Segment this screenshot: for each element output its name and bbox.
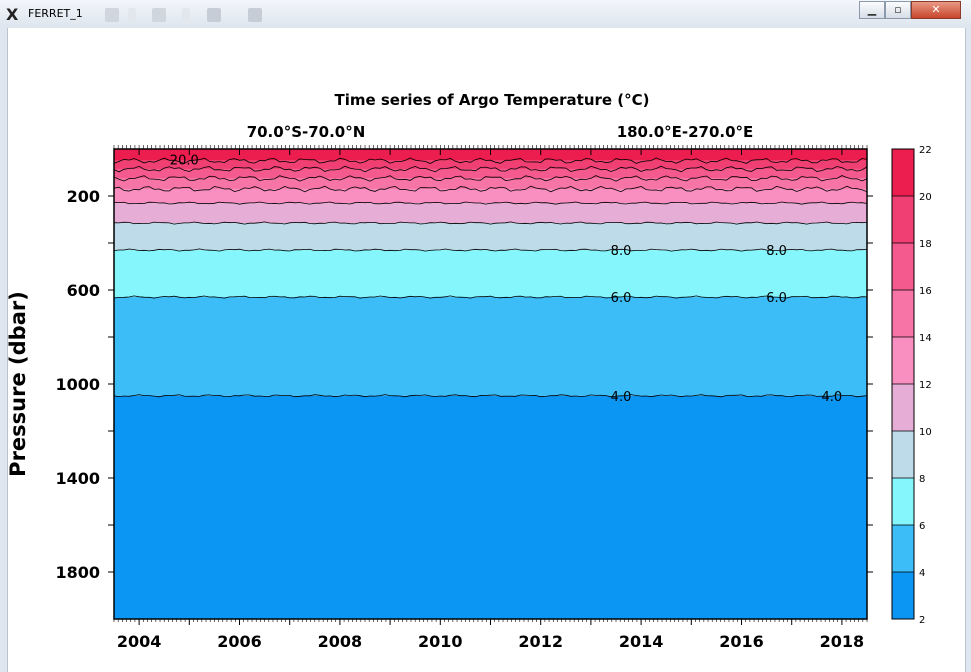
colorbar-swatch (892, 525, 914, 572)
toolbar-ghost-icon (128, 8, 136, 22)
contour-label: 4.0 (822, 390, 843, 405)
temperature-band (114, 297, 867, 396)
x-tick-label: 2012 (518, 632, 563, 651)
close-button[interactable]: ✕ (911, 1, 961, 19)
colorbar-tick-label: 2 (919, 615, 925, 626)
colorbar-tick-label: 14 (919, 333, 932, 344)
temperature-band (114, 168, 867, 179)
y-tick-label: 1400 (55, 469, 100, 488)
x-tick-label: 2006 (217, 632, 262, 651)
temperature-band (114, 160, 867, 169)
x-tick-label: 2016 (719, 632, 764, 651)
window-titlebar: X FERRET_1 ▁ ▫ ✕ (0, 0, 971, 28)
chart-title: Time series of Argo Temperature (°C) (334, 91, 649, 109)
y-tick-label: 1000 (55, 375, 100, 394)
contour-label: 8.0 (611, 244, 632, 259)
toolbar-ghost-icon (207, 8, 221, 22)
x-axis: 2004 2006 2008 2010 2012 2014 2016 2018 (113, 145, 868, 651)
colorbar-swatch (892, 196, 914, 243)
toolbar-ghost-icon (248, 8, 262, 22)
temperature-band (114, 250, 867, 298)
colorbar-swatch (892, 337, 914, 384)
isotherm-line (113, 175, 868, 182)
y-axis: 200 600 1000 1400 1800 (55, 187, 873, 582)
colorbar-swatch (892, 572, 914, 619)
temperature-band (114, 223, 867, 251)
y-tick-label: 200 (67, 187, 100, 206)
isotherm-line (113, 248, 868, 252)
maximize-icon: ▫ (894, 3, 902, 16)
x-tick-label: 2018 (820, 632, 865, 651)
subtitle-latitude: 70.0°S-70.0°N (247, 123, 366, 141)
isotherm-line (113, 157, 868, 165)
subtitle-longitude: 180.0°E-270.0°E (617, 123, 754, 141)
maximize-button[interactable]: ▫ (885, 1, 911, 19)
isotherm-contours (113, 157, 868, 398)
colorbar-tick-label: 22 (919, 145, 932, 156)
isotherm-line (113, 221, 868, 225)
contour-label: 6.0 (766, 291, 787, 306)
colorbar-tick-label: 8 (919, 474, 925, 485)
colorbar-swatch (892, 290, 914, 337)
colorbar-tick-label: 12 (919, 380, 932, 391)
temperature-band (114, 395, 867, 619)
x-logo-icon: X (6, 5, 19, 24)
colorbar-swatch (892, 478, 914, 525)
isotherm-line (113, 295, 868, 299)
colorbar-tick-label: 20 (919, 192, 932, 203)
toolbar-ghost-icon (182, 8, 190, 22)
x-tick-label: 2014 (619, 632, 664, 651)
x-tick-label: 2010 (418, 632, 463, 651)
close-icon: ✕ (931, 3, 941, 16)
colorbar-swatch (892, 431, 914, 478)
temperature-band (114, 178, 867, 189)
isotherm-line (113, 165, 868, 173)
colorbar-tick-label: 6 (919, 521, 925, 532)
toolbar-ghost-icon (152, 8, 166, 22)
y-axis-label: Pressure (dbar) (8, 291, 30, 477)
contour-labels: 20.0 8.0 8.0 6.0 6.0 4.0 4.0 (170, 154, 843, 405)
colorbar-tick-label: 16 (919, 286, 932, 297)
minimize-icon: ▁ (867, 3, 877, 16)
colorbar-tick-label: 18 (919, 239, 932, 250)
y-tick-label: 1800 (55, 563, 100, 582)
isotherm-line (113, 185, 868, 193)
temperature-bands (114, 149, 867, 619)
plot-window-area: 20.0 8.0 8.0 6.0 6.0 4.0 4.0 2004 2006 2008 2010 2… (7, 28, 966, 672)
chart-svg: 20.08.0 8.06.0 6.04.0 4.0 2004 2006 2008 2010 2… (8, 91, 932, 651)
y-tick-label: 600 (67, 281, 100, 300)
colorbar-swatch (892, 243, 914, 290)
contour-label: 8.0 (766, 244, 787, 259)
temperature-band (114, 188, 867, 204)
colorbar-swatch (892, 149, 914, 196)
contour-label: 6.0 (611, 291, 632, 306)
colorbar: 2 4 6 8 10 12 14 16 18 20 22 (891, 145, 932, 626)
x-tick-label: 2008 (318, 632, 363, 651)
toolbar-ghost-icon (105, 8, 119, 22)
x-tick-label: 2004 (117, 632, 162, 651)
colorbar-tick-label: 4 (919, 568, 925, 579)
minimize-button[interactable]: ▁ (859, 1, 885, 19)
window-title: FERRET_1 (28, 7, 83, 20)
temperature-band (114, 203, 867, 224)
isotherm-line (113, 394, 868, 398)
isotherm-line (113, 201, 868, 205)
contour-label: 4.0 (611, 390, 632, 405)
contour-label: 20.0 (170, 154, 199, 169)
colorbar-swatch (892, 384, 914, 431)
colorbar-tick-label: 10 (919, 427, 932, 438)
